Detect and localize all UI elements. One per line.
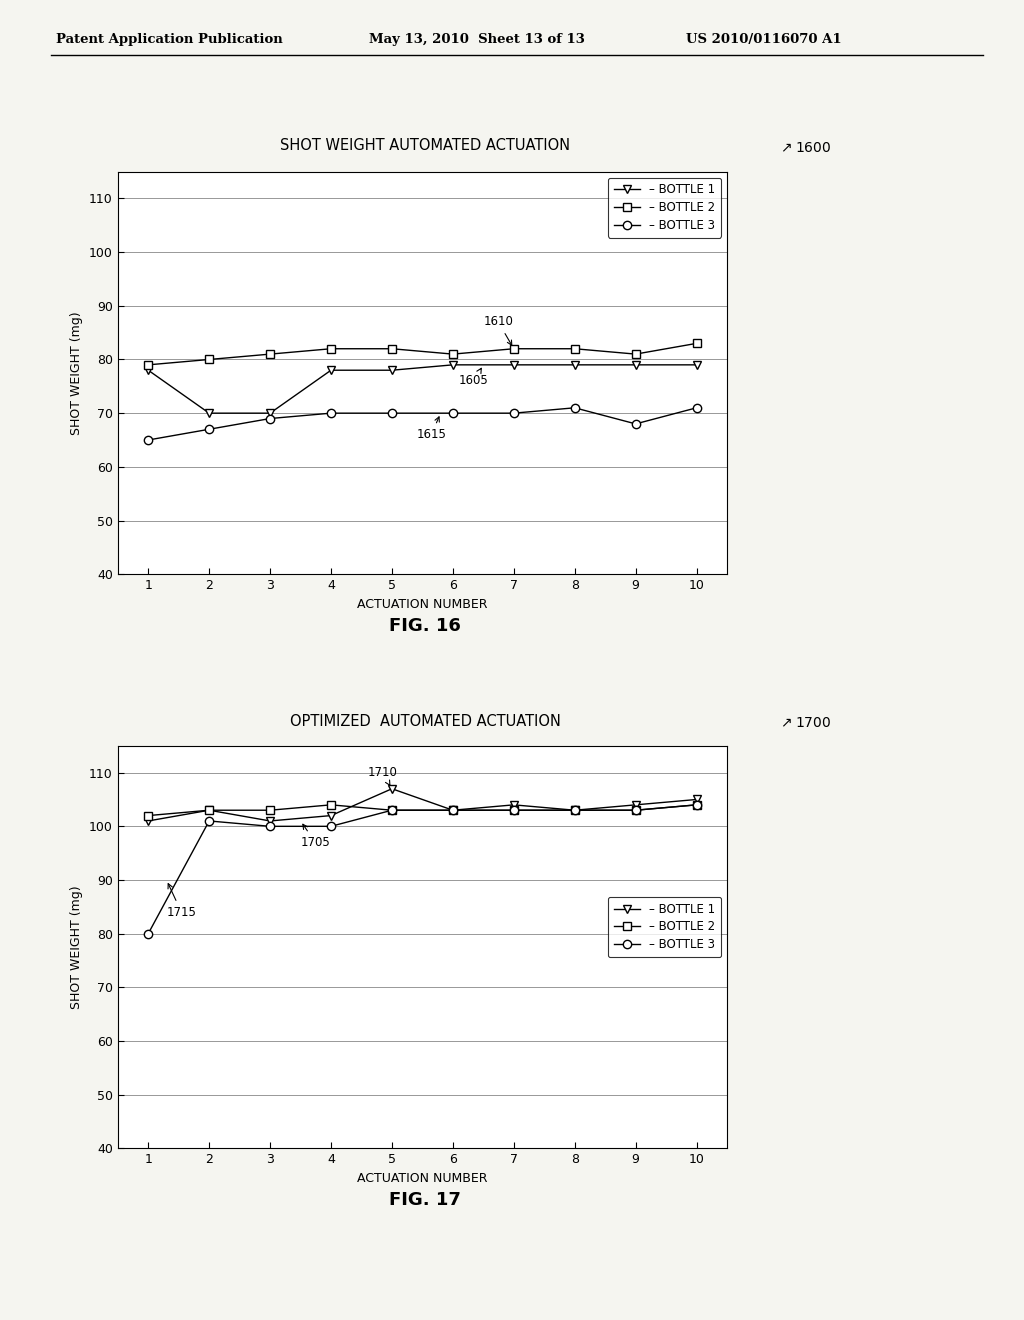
BOTTLE 1 — [446, 356, 459, 372]
BOTTLE 3 — [203, 421, 215, 437]
BOTTLE 3 — [264, 411, 276, 426]
BOTTLE 3 — [690, 797, 702, 813]
Text: $\nearrow$1700: $\nearrow$1700 — [778, 717, 831, 730]
Line: BOTTLE 1: BOTTLE 1 — [144, 784, 700, 825]
Text: May 13, 2010  Sheet 13 of 13: May 13, 2010 Sheet 13 of 13 — [369, 33, 585, 46]
BOTTLE 2 — [630, 346, 642, 362]
BOTTLE 2 — [568, 341, 581, 356]
BOTTLE 3 — [690, 400, 702, 416]
Y-axis label: SHOT WEIGHT (mg): SHOT WEIGHT (mg) — [71, 886, 84, 1008]
BOTTLE 2 — [568, 803, 581, 818]
Line: BOTTLE 2: BOTTLE 2 — [144, 801, 700, 820]
Text: SHOT WEIGHT AUTOMATED ACTUATION: SHOT WEIGHT AUTOMATED ACTUATION — [280, 139, 570, 153]
BOTTLE 1 — [264, 405, 276, 421]
Text: 1715: 1715 — [167, 883, 197, 919]
Text: US 2010/0116070 A1: US 2010/0116070 A1 — [686, 33, 842, 46]
Legend: – BOTTLE 1, – BOTTLE 2, – BOTTLE 3: – BOTTLE 1, – BOTTLE 2, – BOTTLE 3 — [608, 896, 721, 957]
Y-axis label: SHOT WEIGHT (mg): SHOT WEIGHT (mg) — [71, 312, 84, 434]
BOTTLE 1 — [203, 803, 215, 818]
BOTTLE 1 — [630, 356, 642, 372]
Line: BOTTLE 2: BOTTLE 2 — [144, 339, 700, 370]
BOTTLE 1 — [325, 362, 337, 378]
BOTTLE 2 — [690, 797, 702, 813]
BOTTLE 1 — [325, 808, 337, 824]
BOTTLE 1 — [568, 356, 581, 372]
Line: BOTTLE 3: BOTTLE 3 — [144, 404, 700, 444]
BOTTLE 3 — [264, 818, 276, 834]
BOTTLE 2 — [264, 803, 276, 818]
BOTTLE 3 — [325, 405, 337, 421]
BOTTLE 3 — [446, 803, 459, 818]
BOTTLE 2 — [142, 356, 155, 372]
BOTTLE 2 — [264, 346, 276, 362]
BOTTLE 1 — [568, 803, 581, 818]
BOTTLE 3 — [508, 405, 520, 421]
BOTTLE 3 — [386, 803, 398, 818]
BOTTLE 2 — [325, 341, 337, 356]
Text: $\nearrow$1600: $\nearrow$1600 — [778, 141, 831, 154]
Text: 1615: 1615 — [417, 417, 446, 441]
BOTTLE 2 — [386, 803, 398, 818]
Line: BOTTLE 3: BOTTLE 3 — [144, 801, 700, 937]
BOTTLE 3 — [386, 405, 398, 421]
BOTTLE 1 — [142, 813, 155, 829]
BOTTLE 2 — [508, 341, 520, 356]
Text: 1705: 1705 — [301, 824, 331, 849]
BOTTLE 2 — [142, 808, 155, 824]
BOTTLE 1 — [508, 797, 520, 813]
Text: FIG. 16: FIG. 16 — [389, 616, 461, 635]
BOTTLE 1 — [203, 405, 215, 421]
Legend: – BOTTLE 1, – BOTTLE 2, – BOTTLE 3: – BOTTLE 1, – BOTTLE 2, – BOTTLE 3 — [608, 177, 721, 238]
BOTTLE 3 — [568, 803, 581, 818]
BOTTLE 1 — [690, 356, 702, 372]
BOTTLE 2 — [203, 803, 215, 818]
BOTTLE 1 — [690, 792, 702, 808]
BOTTLE 1 — [264, 813, 276, 829]
BOTTLE 1 — [446, 803, 459, 818]
BOTTLE 1 — [386, 781, 398, 797]
Text: 1605: 1605 — [459, 368, 488, 388]
BOTTLE 3 — [630, 803, 642, 818]
BOTTLE 2 — [446, 346, 459, 362]
BOTTLE 3 — [203, 813, 215, 829]
BOTTLE 1 — [508, 356, 520, 372]
Text: 1710: 1710 — [368, 766, 397, 785]
BOTTLE 3 — [508, 803, 520, 818]
Text: FIG. 17: FIG. 17 — [389, 1191, 461, 1209]
BOTTLE 2 — [203, 351, 215, 367]
BOTTLE 1 — [386, 362, 398, 378]
BOTTLE 2 — [325, 797, 337, 813]
BOTTLE 3 — [142, 925, 155, 941]
BOTTLE 3 — [325, 818, 337, 834]
BOTTLE 2 — [630, 803, 642, 818]
BOTTLE 2 — [690, 335, 702, 351]
BOTTLE 3 — [568, 400, 581, 416]
BOTTLE 3 — [630, 416, 642, 432]
BOTTLE 2 — [446, 803, 459, 818]
Line: BOTTLE 1: BOTTLE 1 — [144, 360, 700, 417]
Text: Patent Application Publication: Patent Application Publication — [56, 33, 283, 46]
X-axis label: ACTUATION NUMBER: ACTUATION NUMBER — [357, 598, 487, 611]
BOTTLE 2 — [508, 803, 520, 818]
BOTTLE 1 — [630, 797, 642, 813]
BOTTLE 1 — [142, 362, 155, 378]
Text: 1610: 1610 — [483, 315, 513, 346]
BOTTLE 3 — [446, 405, 459, 421]
X-axis label: ACTUATION NUMBER: ACTUATION NUMBER — [357, 1172, 487, 1185]
BOTTLE 2 — [386, 341, 398, 356]
Text: OPTIMIZED  AUTOMATED ACTUATION: OPTIMIZED AUTOMATED ACTUATION — [290, 714, 560, 729]
BOTTLE 3 — [142, 432, 155, 447]
